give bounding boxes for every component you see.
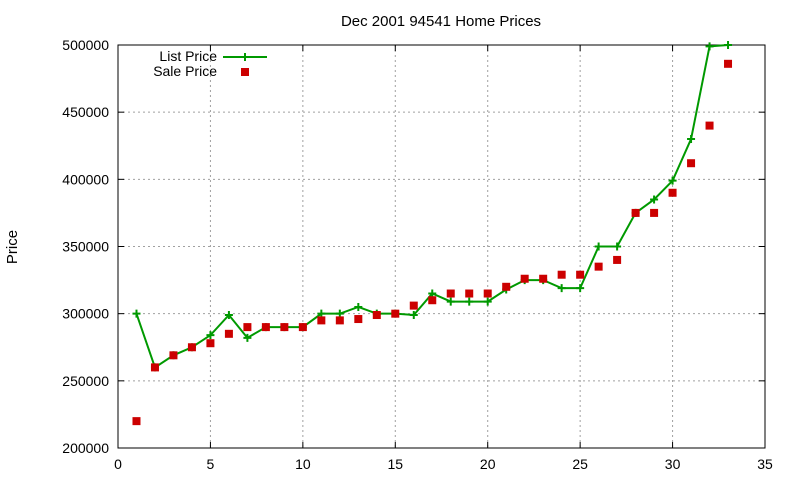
- sale-price-point: [520, 274, 529, 283]
- sale-price-point: [187, 343, 196, 352]
- series-layer: [132, 41, 733, 426]
- y-tick-label: 400000: [62, 171, 109, 187]
- sale-price-point: [354, 315, 363, 324]
- sale-price-point: [243, 323, 252, 332]
- x-tick-label: 5: [207, 456, 215, 472]
- sale-price-point: [372, 311, 381, 320]
- sale-price-point: [705, 121, 714, 130]
- sale-price-point: [576, 270, 585, 279]
- legend-label-sale-price: Sale Price: [153, 63, 217, 79]
- legend-marker-sale-price: [241, 68, 249, 76]
- x-tick-label: 0: [114, 456, 122, 472]
- list-price-point: [465, 297, 474, 306]
- list-price-point: [335, 309, 344, 318]
- sale-price-point: [261, 323, 270, 332]
- sale-price-point: [298, 323, 307, 332]
- sale-price-point: [280, 323, 289, 332]
- sale-price-point: [150, 363, 159, 372]
- list-price-line: [135, 44, 729, 369]
- x-tick-label: 35: [757, 456, 773, 472]
- y-tick-label: 350000: [62, 239, 109, 255]
- list-price-point: [557, 284, 566, 293]
- sale-price-point: [446, 289, 455, 298]
- chart-title: Dec 2001 94541 Home Prices: [341, 13, 541, 30]
- list-price-point: [724, 41, 733, 49]
- sale-price-point: [428, 296, 437, 305]
- list-price-point: [206, 331, 215, 340]
- sale-price-point: [317, 316, 326, 325]
- sale-price-point: [631, 208, 640, 217]
- y-tick-label: 200000: [62, 440, 109, 456]
- x-tick-label: 10: [295, 456, 311, 472]
- sale-price-point: [687, 159, 696, 168]
- sale-price-point: [502, 282, 511, 291]
- list-price-point: [409, 311, 418, 320]
- y-axis-label: Price: [4, 230, 21, 264]
- list-price-point: [668, 176, 677, 185]
- list-price-point: [243, 333, 252, 342]
- sale-price-point: [169, 351, 178, 360]
- y-tick-label: 300000: [62, 306, 109, 322]
- list-price-point: [354, 302, 363, 311]
- list-price-point: [446, 297, 455, 306]
- x-tick-label: 20: [480, 456, 496, 472]
- plot-frame: [117, 44, 766, 449]
- list-price-point: [650, 195, 659, 204]
- y-tick-label: 250000: [62, 373, 109, 389]
- list-price-point: [576, 284, 585, 293]
- sale-price-point: [724, 59, 733, 68]
- sale-price-point: [613, 255, 622, 264]
- x-tick-label: 15: [387, 456, 403, 472]
- sale-price-point: [335, 316, 344, 325]
- list-price-point: [687, 135, 696, 144]
- sale-price-point: [539, 274, 548, 283]
- legend-marker-list-price: [241, 53, 249, 61]
- list-price-point: [705, 42, 714, 51]
- list-price-point: [317, 309, 326, 318]
- list-price-point: [224, 311, 233, 320]
- sale-price-point: [557, 270, 566, 279]
- list-price-point: [613, 242, 622, 251]
- grid-lines: [118, 45, 765, 448]
- sale-price-point: [409, 301, 418, 310]
- sale-price-point: [594, 262, 603, 271]
- y-tick-label: 500000: [62, 37, 109, 53]
- list-price-point: [594, 242, 603, 251]
- sale-price-point: [132, 417, 141, 426]
- x-tick-label: 25: [572, 456, 588, 472]
- legend-label-list-price: List Price: [159, 48, 217, 64]
- list-price-point: [483, 297, 492, 306]
- sale-price-point: [391, 309, 400, 318]
- sale-price-point: [650, 208, 659, 217]
- legend: List Price Sale Price: [153, 48, 267, 79]
- y-tick-label: 450000: [62, 104, 109, 120]
- sale-price-point: [465, 289, 474, 298]
- list-price-point: [132, 309, 141, 318]
- axis-ticks: 0 5 10 15 20 25 30 35 200000 250000 300000 350000 40…: [62, 37, 773, 472]
- x-tick-label: 30: [665, 456, 681, 472]
- sale-price-point: [206, 339, 215, 348]
- list-price-point: [428, 289, 437, 298]
- sale-price-point: [668, 188, 677, 197]
- sale-price-point: [483, 289, 492, 298]
- sale-price-point: [224, 329, 233, 338]
